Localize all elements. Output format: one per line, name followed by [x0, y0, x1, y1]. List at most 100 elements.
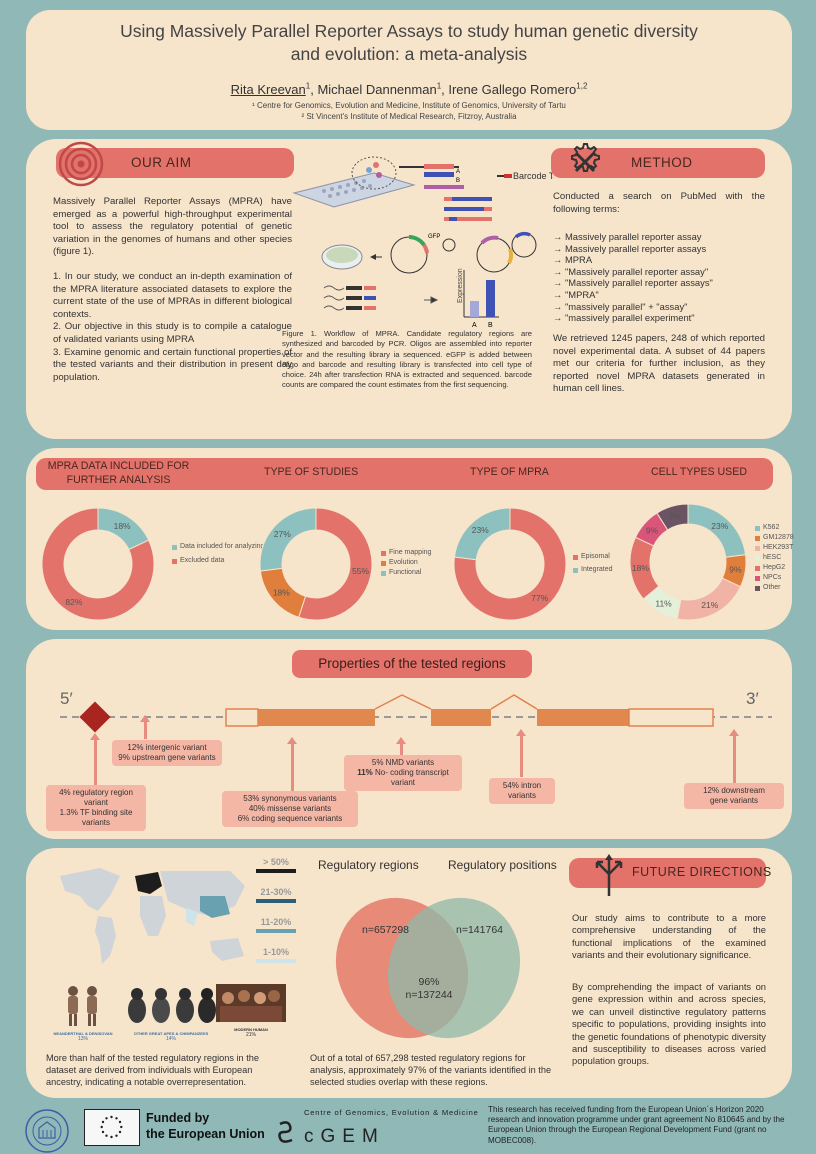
map-legend-item: > 50% — [256, 857, 296, 873]
search-term: → Massively parallel reporter assay — [553, 231, 702, 242]
donut-chart-type-of-studies: 55% 18% 27% — [259, 507, 373, 621]
plasmid-illustration: GFP — [390, 231, 537, 274]
cgem-subtitle: Centre of Genomics, Evolution & Medicine — [304, 1108, 479, 1117]
legend-item: K562 — [755, 523, 794, 533]
bar-b-label: B — [488, 322, 493, 329]
legend-item: HepG2 — [755, 563, 794, 573]
search-term: → "MPRA" — [553, 288, 599, 300]
university-of-tartu-seal — [25, 1109, 69, 1153]
donut-slice-label: 18% — [114, 521, 131, 531]
world-ancestry-map — [60, 868, 245, 964]
map-legend: > 50% 21-30% 11-20% 1-10% — [256, 857, 296, 963]
arrow-intergenic — [140, 715, 150, 739]
legend-item: Integrated — [573, 565, 613, 575]
method-heading: METHOD — [631, 155, 693, 170]
arrow-coding — [287, 737, 297, 791]
donut-slice — [453, 507, 511, 561]
modern-human-crowd-image — [216, 984, 286, 1022]
funding-statement: This research has received funding from … — [488, 1105, 785, 1145]
mpra-workflow-figure: A B Barcode Tag GFP — [292, 156, 554, 329]
cgem-logo-icon — [278, 1121, 293, 1143]
search-term: → "massively parallel" + "assay" — [553, 300, 688, 312]
author-list: Rita Kreevan1, Michael Dannenman1, Irene… — [26, 82, 792, 97]
donut-slice — [298, 507, 373, 621]
bar-a-label: A — [472, 322, 477, 329]
donut-slice-label: 18% — [632, 563, 649, 573]
future-paragraph-1: Our study aims to contribute to a more c… — [572, 912, 766, 961]
future-paragraph-2: By comprehending the impact of variants … — [572, 981, 766, 1067]
legend-item: hESC — [755, 553, 794, 563]
hominin-modern-human: MODERN HUMAN 21% — [216, 984, 286, 1038]
affiliation-2: ² St Vincent's Institute of Medical Rese… — [301, 112, 517, 121]
regulatory-region-marker — [79, 701, 111, 733]
legend-item: Other — [755, 583, 794, 593]
method-result: We retrieved 1245 papers, 248 of which r… — [553, 333, 765, 395]
aim-point-3: 3. Examine genomic and certain functiona… — [53, 346, 292, 383]
legend-item: GM12878 — [755, 533, 794, 543]
donut-slice-label: 18% — [273, 588, 290, 598]
venn-text: Out of a total of 657,298 tested regulat… — [310, 1053, 552, 1087]
hominin-neanderthal: NEANDERTHAL & DENISOVAN 13% — [48, 984, 118, 1042]
oligo-lines: A B Barcode Tag — [399, 164, 554, 221]
donut-slice-label: 23% — [472, 525, 489, 535]
bar-a — [470, 301, 479, 317]
donut-slice-label: 9% — [668, 511, 681, 521]
search-term-list: → Massively parallel reporter assay → Ma… — [553, 231, 773, 324]
barcode-tag-label: Barcode Tag — [513, 171, 554, 181]
expression-axis-label: Expression — [457, 268, 464, 303]
arrow-intron — [516, 729, 526, 777]
properties-panel: Properties of the tested regions 5′ 3′ 4… — [26, 639, 792, 839]
exon-3 — [537, 709, 629, 726]
venn-diagram — [335, 897, 521, 1039]
tag-coding: 53% synonymous variants 40% missense var… — [222, 791, 358, 827]
eu-stars-icon — [100, 1115, 123, 1139]
donut-slice-label: 9% — [646, 525, 659, 535]
tag-downstream: 12% downstream gene variants — [684, 783, 784, 809]
tag-regulatory: 4% regulatory region variant 1.3% TF bin… — [46, 785, 146, 831]
donut-chart-data-included: 18% 82% — [41, 507, 155, 621]
poster-title: Using Massively Parallel Reporter Assays… — [120, 21, 698, 64]
legend-item: Episomal — [573, 552, 613, 562]
legend-item: Data included for analyzing — [172, 542, 264, 552]
results-panel: > 50% 21-30% 11-20% 1-10% NEANDERTHAL & … — [26, 848, 792, 1098]
venn-right-count: n=141764 — [456, 924, 504, 936]
chart-3-heading: TYPE OF MPRA — [470, 466, 549, 478]
venn-left-count: n=657298 — [362, 924, 410, 936]
donut-chart-cell-types: 23% 9% 21% 11% 18% 9% 9% — [629, 503, 747, 621]
legend-item: NPCs — [755, 573, 794, 583]
donut-chart-type-of-mpra: 77% 23% — [453, 507, 567, 621]
intro-panel: OUR AIM Massively Parallel Reporter Assa… — [26, 139, 792, 439]
map-legend-item: 11-20% — [256, 917, 296, 933]
hominin-great-apes: OTHER GREAT APES & CHIMPANZEES 14% — [121, 984, 221, 1042]
search-term: → MPRA — [553, 254, 593, 266]
header-panel: Using Massively Parallel Reporter Assays… — [26, 10, 792, 130]
intron-1 — [374, 694, 432, 710]
chart-2-heading: TYPE OF STUDIES — [264, 466, 359, 478]
sequencing-reads — [323, 285, 439, 311]
search-term: → Massively parallel reporter assays — [553, 242, 707, 254]
legend-item: Excluded data — [172, 556, 264, 566]
donut-slice-label: 9% — [729, 565, 742, 575]
legend-type-of-studies: Fine mapping Evolution Functional — [381, 548, 431, 578]
venn-title-right: Regulatory positions — [448, 858, 557, 872]
donut-slice-label: 55% — [352, 566, 369, 576]
gfp-label: GFP — [428, 234, 440, 240]
venn-overlap: 96% n=137244 — [405, 976, 453, 1001]
arrow-nmd — [396, 737, 406, 755]
legend-type-of-mpra: Episomal Integrated — [573, 552, 613, 575]
aim-point-2: 2. Our objective in this study is to com… — [53, 321, 292, 345]
donut-slice-label: 27% — [274, 529, 291, 539]
map-legend-item: 21-30% — [256, 887, 296, 903]
funded-by-eu-label: Funded by the European Union — [146, 1111, 265, 1141]
search-term: → "Massively parallel reporter assay" — [553, 265, 709, 277]
directions-signpost-icon — [595, 854, 623, 896]
method-intro: Conducted a search on PubMed with the fo… — [553, 191, 765, 215]
affiliation-1: ¹ Centre for Genomics, Evolution and Med… — [252, 101, 566, 110]
charts-panel: MPRA DATA INCLUDED FOR FURTHER ANALYSIS … — [26, 448, 794, 630]
cgem-wordmark: cGEM — [304, 1126, 385, 1147]
tag-intergenic: 12% intergenic variant 9% upstream gene … — [112, 740, 222, 766]
donut-slice-label: 77% — [531, 593, 548, 603]
tag-intron: 54% intron variants — [489, 778, 555, 804]
venn-title-left: Regulatory regions — [318, 858, 419, 872]
donut-slice — [453, 507, 567, 621]
